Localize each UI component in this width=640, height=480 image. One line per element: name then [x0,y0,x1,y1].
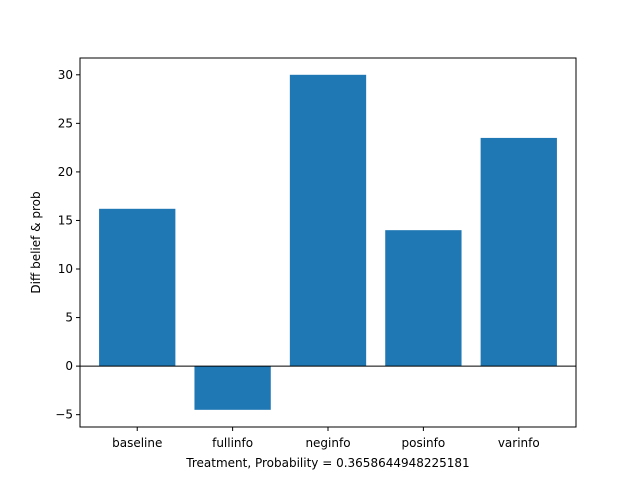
x-axis-label: Treatment, Probability = 0.3658644948225… [185,456,469,470]
bar-varinfo [480,137,557,367]
x-tick-label: varinfo [498,436,540,450]
y-tick-label: −5 [55,408,73,422]
y-tick-label: 5 [65,311,73,325]
bar-neginfo [289,74,367,367]
bar-posinfo [385,230,462,367]
bar-baseline [99,208,176,367]
y-tick-label: 25 [58,116,73,130]
x-tick-label: baseline [112,436,162,450]
y-tick-label: 30 [58,68,73,82]
y-axis: −5 0 5 10 15 20 25 30 [55,68,80,422]
y-axis-label: Diff belief & prob [29,191,43,293]
y-tick-label: 0 [65,359,73,373]
x-axis: baseline fullinfo neginfo posinfo varinfo [112,427,540,450]
x-tick-label: posinfo [402,436,446,450]
x-tick-label: fullinfo [212,436,253,450]
x-tick-label: neginfo [305,436,350,450]
y-tick-label: 15 [58,213,73,227]
bar-fullinfo [194,366,271,410]
bars-layer [99,74,557,410]
y-tick-label: 10 [58,262,73,276]
y-tick-label: 20 [58,165,73,179]
